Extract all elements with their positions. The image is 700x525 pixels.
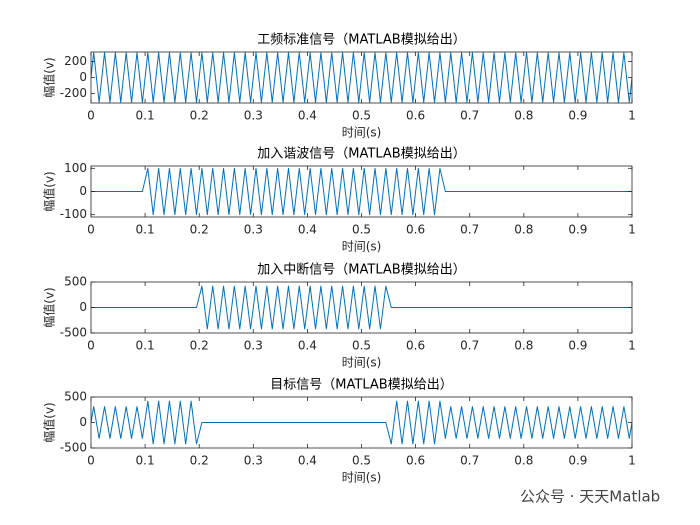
x-tick-label: 1 — [628, 339, 636, 353]
x-tick-label: 0.7 — [460, 339, 479, 353]
x-tick-label: 0.1 — [136, 454, 155, 468]
plot-area — [91, 167, 632, 216]
plot-area — [91, 400, 632, 445]
y-axis-label: 幅值(v) — [42, 57, 57, 97]
x-tick-label: 0.8 — [514, 223, 533, 237]
x-tick-label: 0.6 — [406, 339, 425, 353]
y-axis-label: 幅值(v) — [42, 402, 57, 442]
x-tick-label: 0.5 — [352, 109, 371, 123]
x-tick-label: 0.8 — [514, 109, 533, 123]
plot-area — [91, 285, 632, 330]
x-tick-label: 0.6 — [406, 109, 425, 123]
signal-line — [91, 52, 632, 103]
signal-line — [91, 167, 632, 216]
y-tick-label: 200 — [64, 54, 87, 68]
y-tick-label: -200 — [60, 86, 87, 100]
x-tick-label: 0.1 — [136, 223, 155, 237]
x-tick-label: 0.3 — [244, 223, 263, 237]
x-tick-label: 0.7 — [460, 223, 479, 237]
subplot-title: 目标信号（MATLAB模拟给出） — [270, 378, 452, 393]
y-tick-label: 0 — [79, 300, 87, 314]
signal-line — [91, 285, 632, 330]
y-tick-label: 0 — [79, 415, 87, 429]
signal-line — [91, 400, 632, 445]
y-tick-label: -500 — [60, 326, 87, 340]
x-tick-label: 0.7 — [460, 109, 479, 123]
x-tick-label: 0.5 — [352, 339, 371, 353]
x-tick-label: 0.4 — [298, 339, 317, 353]
x-tick-label: 0.6 — [406, 223, 425, 237]
x-tick-label: 0 — [87, 339, 95, 353]
watermark: 公众号 · 天天Matlab — [520, 488, 660, 506]
x-tick-label: 0.9 — [568, 223, 587, 237]
x-tick-label: 0.2 — [190, 223, 209, 237]
x-tick-label: 1 — [628, 454, 636, 468]
x-tick-label: 0.9 — [568, 339, 587, 353]
y-axis-label: 幅值(v) — [42, 287, 57, 327]
x-tick-label: 0.2 — [190, 339, 209, 353]
x-tick-label: 0.8 — [514, 339, 533, 353]
x-tick-label: 0.5 — [352, 454, 371, 468]
x-tick-label: 0.7 — [460, 454, 479, 468]
y-tick-label: 500 — [64, 275, 87, 289]
y-tick-label: 0 — [79, 184, 87, 198]
x-tick-label: 0.6 — [406, 454, 425, 468]
x-tick-label: 0.1 — [136, 339, 155, 353]
x-tick-label: 0.9 — [568, 454, 587, 468]
y-tick-label: -500 — [60, 441, 87, 455]
x-tick-label: 1 — [628, 223, 636, 237]
x-tick-label: 0 — [87, 454, 95, 468]
x-tick-label: 0.9 — [568, 109, 587, 123]
x-tick-label: 0.5 — [352, 223, 371, 237]
x-axis-label: 时间(s) — [342, 240, 382, 254]
x-tick-label: 0 — [87, 223, 95, 237]
x-axis-label: 时间(s) — [342, 356, 382, 370]
x-tick-label: 0.1 — [136, 109, 155, 123]
subplot-title: 工频标准信号（MATLAB模拟给出） — [257, 33, 465, 48]
x-tick-label: 0.3 — [244, 339, 263, 353]
x-tick-label: 1 — [628, 109, 636, 123]
x-axis-label: 时间(s) — [342, 471, 382, 485]
x-tick-label: 0.4 — [298, 223, 317, 237]
x-tick-label: 0.2 — [190, 454, 209, 468]
x-tick-label: 0 — [87, 109, 95, 123]
y-tick-label: 0 — [79, 70, 87, 84]
y-tick-label: -100 — [60, 207, 87, 221]
x-tick-label: 0.4 — [298, 454, 317, 468]
y-tick-label: 500 — [64, 390, 87, 404]
x-tick-label: 0.8 — [514, 454, 533, 468]
y-tick-label: 100 — [64, 161, 87, 175]
x-tick-label: 0.2 — [190, 109, 209, 123]
subplot-title: 加入谐波信号（MATLAB模拟给出） — [257, 147, 465, 162]
x-tick-label: 0.3 — [244, 109, 263, 123]
x-tick-label: 0.4 — [298, 109, 317, 123]
subplot-title: 加入中断信号（MATLAB模拟给出） — [257, 263, 465, 278]
y-axis-label: 幅值(v) — [42, 171, 57, 211]
x-axis-label: 时间(s) — [342, 126, 382, 140]
x-tick-label: 0.3 — [244, 454, 263, 468]
plot-area — [91, 52, 632, 103]
